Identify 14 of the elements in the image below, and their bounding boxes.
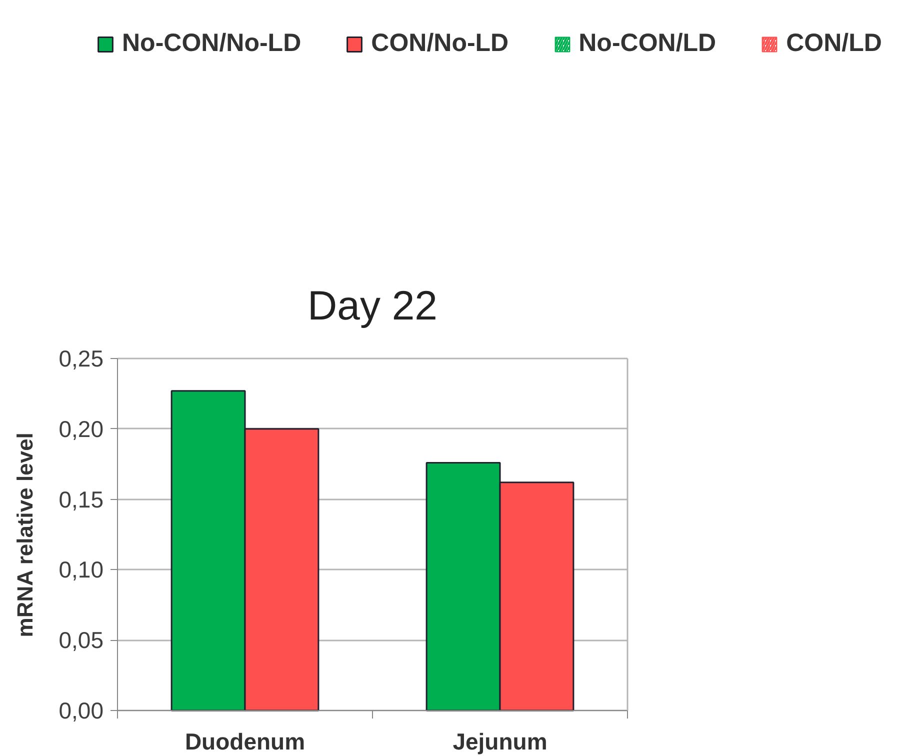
legend-label: No-CON/No-LD xyxy=(122,29,302,58)
x-tick-label: Jejunum xyxy=(452,728,548,754)
y-tick-label: 0,25 xyxy=(58,346,104,372)
y-tick-label: 0,20 xyxy=(58,416,104,442)
legend-label: CON/No-LD xyxy=(371,29,509,58)
y-tick-label: 0,05 xyxy=(58,627,104,654)
legend-label: CON/LD xyxy=(786,29,882,58)
x-tick-label: Duodenum xyxy=(184,728,306,754)
legend-label: No-CON/LD xyxy=(578,29,716,58)
y-tick-label: 0,00 xyxy=(58,698,104,724)
y-tick-label: 0,10 xyxy=(58,556,104,583)
chart-title: Day 22 xyxy=(308,282,438,328)
y-axis-title: mRNA relative level xyxy=(12,432,38,638)
y-tick-label: 0,15 xyxy=(58,486,104,512)
